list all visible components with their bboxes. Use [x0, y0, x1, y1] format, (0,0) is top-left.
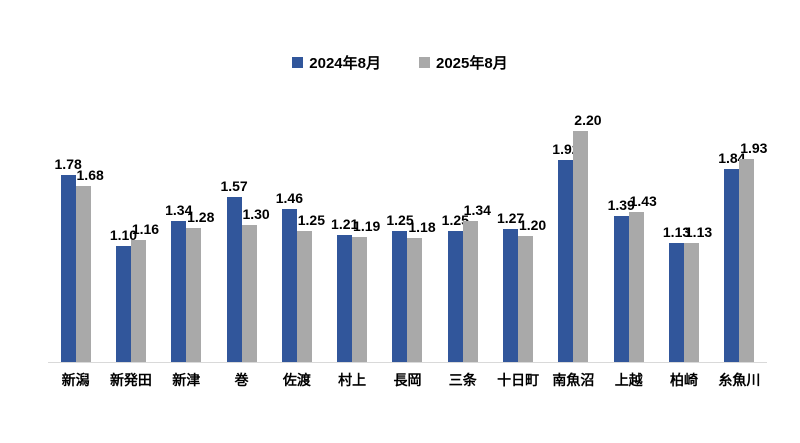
- category-label: 佐渡: [282, 372, 311, 388]
- category-group: 1.25 1.34 三条: [435, 75, 491, 388]
- category-label: 新発田: [109, 372, 152, 388]
- bar-series-2025: [75, 186, 91, 362]
- bar-series-2024: [558, 160, 574, 362]
- category-group: 1.39 1.43 上越: [601, 75, 657, 388]
- category-group: 1.34 1.28 新津: [159, 75, 215, 388]
- category-label: 新津: [172, 372, 201, 388]
- category-label: 上越: [614, 372, 643, 388]
- legend-item-2024: 2024年8月: [292, 52, 381, 73]
- legend-label-2025: 2025年8月: [436, 55, 508, 72]
- category-group: 1.27 1.20 十日町: [490, 75, 547, 388]
- category-group: 1.92 2.20 南魚沼: [546, 75, 602, 388]
- category-group: 1.46 1.25 佐渡: [269, 75, 325, 388]
- data-label: 1.16: [131, 221, 160, 237]
- data-label: 1.78: [54, 156, 82, 172]
- data-label: 1.43: [629, 193, 657, 209]
- chart-legend: 2024年8月 2025年8月: [0, 52, 800, 73]
- bar-series-2025: [573, 131, 589, 362]
- bar-series-2025: [739, 159, 755, 362]
- bar-series-2024: [171, 221, 187, 362]
- bar-series-2024: [447, 231, 463, 362]
- data-label: 1.28: [187, 209, 215, 225]
- category-label: 南魚沼: [552, 372, 595, 388]
- legend-swatch-2024: [292, 57, 304, 68]
- category-label: 十日町: [497, 372, 540, 388]
- bar-series-2025: [684, 243, 700, 362]
- data-label: 1.34: [463, 202, 491, 218]
- plot-area: 1.78 1.68 新潟 1.10 1.16 新発田 1.34 1.28 新津 1.57 1.30 巻…: [48, 75, 768, 388]
- category-group: 1.78 1.68 新潟: [48, 75, 104, 388]
- bar-series-2024: [669, 243, 685, 362]
- category-label: 三条: [448, 372, 477, 388]
- data-label: 1.13: [684, 224, 713, 240]
- bar-series-2025: [130, 240, 146, 362]
- data-label: 1.84: [718, 150, 746, 166]
- bar-series-2025: [296, 231, 312, 362]
- bar-series-2024: [724, 169, 740, 362]
- data-label: 1.21: [331, 216, 359, 232]
- category-label: 新潟: [61, 372, 90, 388]
- bar-series-2024: [60, 175, 76, 362]
- data-label: 1.39: [607, 197, 635, 213]
- category-label: 糸魚川: [718, 372, 761, 388]
- bar-series-2025: [186, 228, 202, 362]
- category-group: 1.10 1.16 新発田: [103, 75, 160, 388]
- bar-series-2024: [613, 216, 629, 362]
- category-group: 1.25 1.18 長岡: [380, 75, 436, 388]
- category-group: 1.57 1.30 巻: [214, 75, 270, 388]
- data-label: 1.20: [518, 217, 547, 233]
- data-label: 1.19: [353, 218, 381, 234]
- legend-swatch-2025: [419, 57, 430, 68]
- data-label: 2.20: [574, 112, 602, 128]
- data-label: 1.25: [386, 212, 414, 228]
- category-label: 柏崎: [670, 372, 699, 388]
- bar-series-2025: [628, 212, 644, 362]
- bar-series-2025: [241, 225, 257, 362]
- legend-label-2024: 2024年8月: [309, 55, 381, 72]
- category-label: 長岡: [393, 372, 422, 388]
- legend-item-2025: 2025年8月: [419, 52, 508, 73]
- bar-series-2024: [115, 246, 131, 362]
- data-label: 1.92: [552, 141, 580, 157]
- bar-series-2024: [392, 231, 408, 362]
- category-label: 巻: [234, 372, 249, 388]
- data-label: 1.10: [109, 227, 138, 243]
- data-label: 1.25: [297, 212, 325, 228]
- category-group: 1.13 1.13 柏崎: [656, 75, 713, 388]
- data-label: 1.25: [441, 212, 469, 228]
- data-label: 1.18: [408, 219, 436, 235]
- data-label: 1.46: [275, 190, 303, 206]
- data-label: 1.27: [496, 210, 525, 226]
- data-label: 1.34: [165, 202, 193, 218]
- bar-series-2025: [352, 237, 368, 362]
- bar-series-2025: [407, 238, 423, 362]
- category-group: 1.84 1.93 糸魚川: [712, 75, 768, 388]
- bar-series-2025: [462, 221, 478, 362]
- category-group: 1.21 1.19 村上: [325, 75, 381, 388]
- bar-series-2025: [518, 236, 534, 362]
- data-label: 1.93: [740, 140, 768, 156]
- data-label: 1.68: [76, 167, 104, 183]
- bar-series-2024: [503, 229, 519, 362]
- category-label: 村上: [338, 372, 367, 388]
- bar-series-2024: [281, 209, 297, 362]
- bar-series-2024: [226, 197, 242, 362]
- bar-series-2024: [337, 235, 353, 362]
- data-label: 1.57: [220, 178, 248, 194]
- data-label: 1.13: [662, 224, 691, 240]
- data-label: 1.30: [242, 206, 270, 222]
